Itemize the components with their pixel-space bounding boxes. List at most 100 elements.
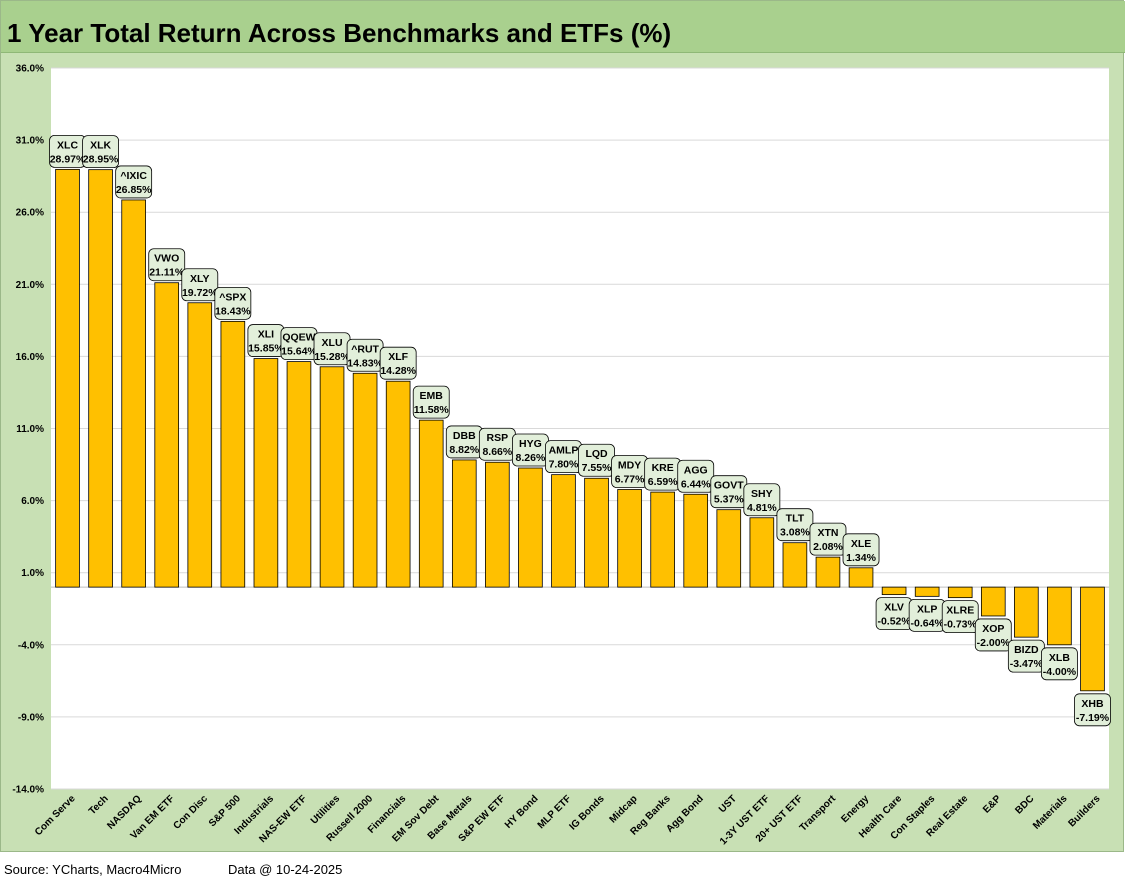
data-label-box <box>214 286 252 320</box>
ticker-label: ^IXIC <box>120 170 147 182</box>
value-label: 8.66% <box>482 446 512 458</box>
data-label-box <box>115 165 153 199</box>
value-label: 26.85% <box>116 184 152 196</box>
data-label: XLF 14.28% <box>379 346 417 380</box>
value-label: 6.77% <box>615 473 645 485</box>
ticker-label: XLC <box>57 139 78 151</box>
ticker-label: TLT <box>786 513 805 525</box>
data-label: XLU 15.28% <box>313 332 350 366</box>
value-label: 2.08% <box>813 541 843 553</box>
bar <box>650 491 675 588</box>
ticker-label: BIZD <box>1014 644 1039 656</box>
bar <box>418 419 444 588</box>
bar <box>451 459 477 588</box>
ticker-label: XHB <box>1081 698 1104 710</box>
value-label: -0.73% <box>944 619 978 631</box>
value-label: 8.26% <box>516 452 546 464</box>
data-labels: XLC28.97%XLK28.95%^IXIC26.85%VWO21.11%XL… <box>49 134 1111 727</box>
value-label: 19.72% <box>182 287 218 299</box>
y-tick-label: 26.0% <box>16 208 44 219</box>
source-note: Source: YCharts, Macro4Micro <box>4 862 182 877</box>
bar <box>551 474 576 588</box>
value-label: 14.83% <box>347 357 383 369</box>
ticker-label: SHY <box>751 488 773 500</box>
bar <box>187 302 213 588</box>
x-tick-label: BDC <box>1013 793 1036 816</box>
data-label: XHB -7.19% <box>1074 693 1111 727</box>
x-tick-label: Utilities <box>309 793 343 827</box>
x-tick-label: E&P <box>981 793 1004 816</box>
bar-chart: 36.0% 31.0% 26.0% 21.0% 16.0% 11.0% 6.0% 1.0% -4… <box>12 64 1111 847</box>
data-label-box <box>181 268 219 302</box>
ticker-label: XLK <box>90 140 111 152</box>
data-label: XLK 28.95% <box>82 135 119 169</box>
bar <box>352 372 378 588</box>
bar <box>1080 586 1105 692</box>
data-label: HYG 8.26% <box>512 433 549 467</box>
data-label-box <box>148 248 186 282</box>
bar <box>485 461 510 588</box>
ticker-label: HYG <box>519 438 542 450</box>
data-label-box <box>1074 693 1111 727</box>
value-label: 6.44% <box>681 478 711 490</box>
data-label-box <box>941 600 979 634</box>
data-label: AGG 6.44% <box>677 459 715 493</box>
bar <box>584 477 609 588</box>
data-label-box <box>1041 647 1078 681</box>
ticker-label: XLP <box>917 603 937 615</box>
bar <box>815 556 841 588</box>
value-label: 6.59% <box>648 476 678 488</box>
value-label: 3.08% <box>780 527 810 539</box>
data-label: DBB 8.82% <box>445 425 483 459</box>
ticker-label: DBB <box>453 430 476 442</box>
bar <box>253 358 279 588</box>
x-tick-label: Com Serve <box>33 793 78 838</box>
ticker-label: XLU <box>322 337 343 349</box>
x-tick-label: Con Disc <box>171 793 210 832</box>
y-axis-ticks: 36.0% 31.0% 26.0% 21.0% 16.0% 11.0% 6.0% 1.0% -4… <box>12 64 44 796</box>
value-label: 7.55% <box>582 462 612 474</box>
bar <box>385 380 411 588</box>
data-label: KRE 6.59% <box>644 457 682 491</box>
value-label: 4.81% <box>747 502 777 514</box>
y-tick-label: 31.0% <box>16 136 44 147</box>
value-label: 14.28% <box>380 365 416 377</box>
x-tick-label: HY Bond <box>503 793 541 831</box>
data-label-box <box>743 483 781 517</box>
data-label: MDY 6.77% <box>611 455 648 488</box>
ticker-label: MDY <box>618 459 641 471</box>
title-bar: 1 Year Total Return Across Benchmarks an… <box>1 1 1125 53</box>
value-label: -7.19% <box>1076 712 1110 724</box>
data-label-box <box>379 346 417 380</box>
x-tick-label: UST <box>717 793 739 815</box>
value-label: 8.82% <box>449 444 479 456</box>
data-label: ^IXIC 26.85% <box>115 165 153 199</box>
ticker-label: LQD <box>585 448 608 460</box>
ticker-label: XLRE <box>946 605 974 617</box>
ticker-label: XLY <box>190 273 209 285</box>
bar <box>88 169 113 588</box>
bar <box>749 517 775 588</box>
data-label: GOVT 5.37% <box>710 475 748 509</box>
x-tick-label: Midcap <box>608 793 640 825</box>
data-label: SHY 4.81% <box>743 483 781 517</box>
data-label: XTN 2.08% <box>809 522 847 556</box>
data-date-note: Data @ 10-24-2025 <box>228 862 343 877</box>
data-label: QQEW 15.64% <box>280 327 317 360</box>
footer: Source: YCharts, Macro4Micro Data @ 10-2… <box>0 852 1126 886</box>
value-label: -0.64% <box>911 617 945 629</box>
value-label: 7.80% <box>549 459 579 471</box>
data-label: EMB 11.58% <box>412 385 450 419</box>
bar <box>881 586 907 596</box>
bar <box>683 493 709 588</box>
value-label: -4.00% <box>1043 666 1077 678</box>
data-label: XLI 15.85% <box>247 324 284 357</box>
ticker-label: AMLP <box>549 445 579 457</box>
ticker-label: GOVT <box>714 480 744 492</box>
bar <box>716 509 742 588</box>
bar <box>319 366 345 588</box>
data-label-box <box>412 385 450 419</box>
y-tick-label: -9.0% <box>18 712 44 723</box>
ticker-label: ^SPX <box>219 291 246 303</box>
value-label: 15.28% <box>314 351 350 363</box>
